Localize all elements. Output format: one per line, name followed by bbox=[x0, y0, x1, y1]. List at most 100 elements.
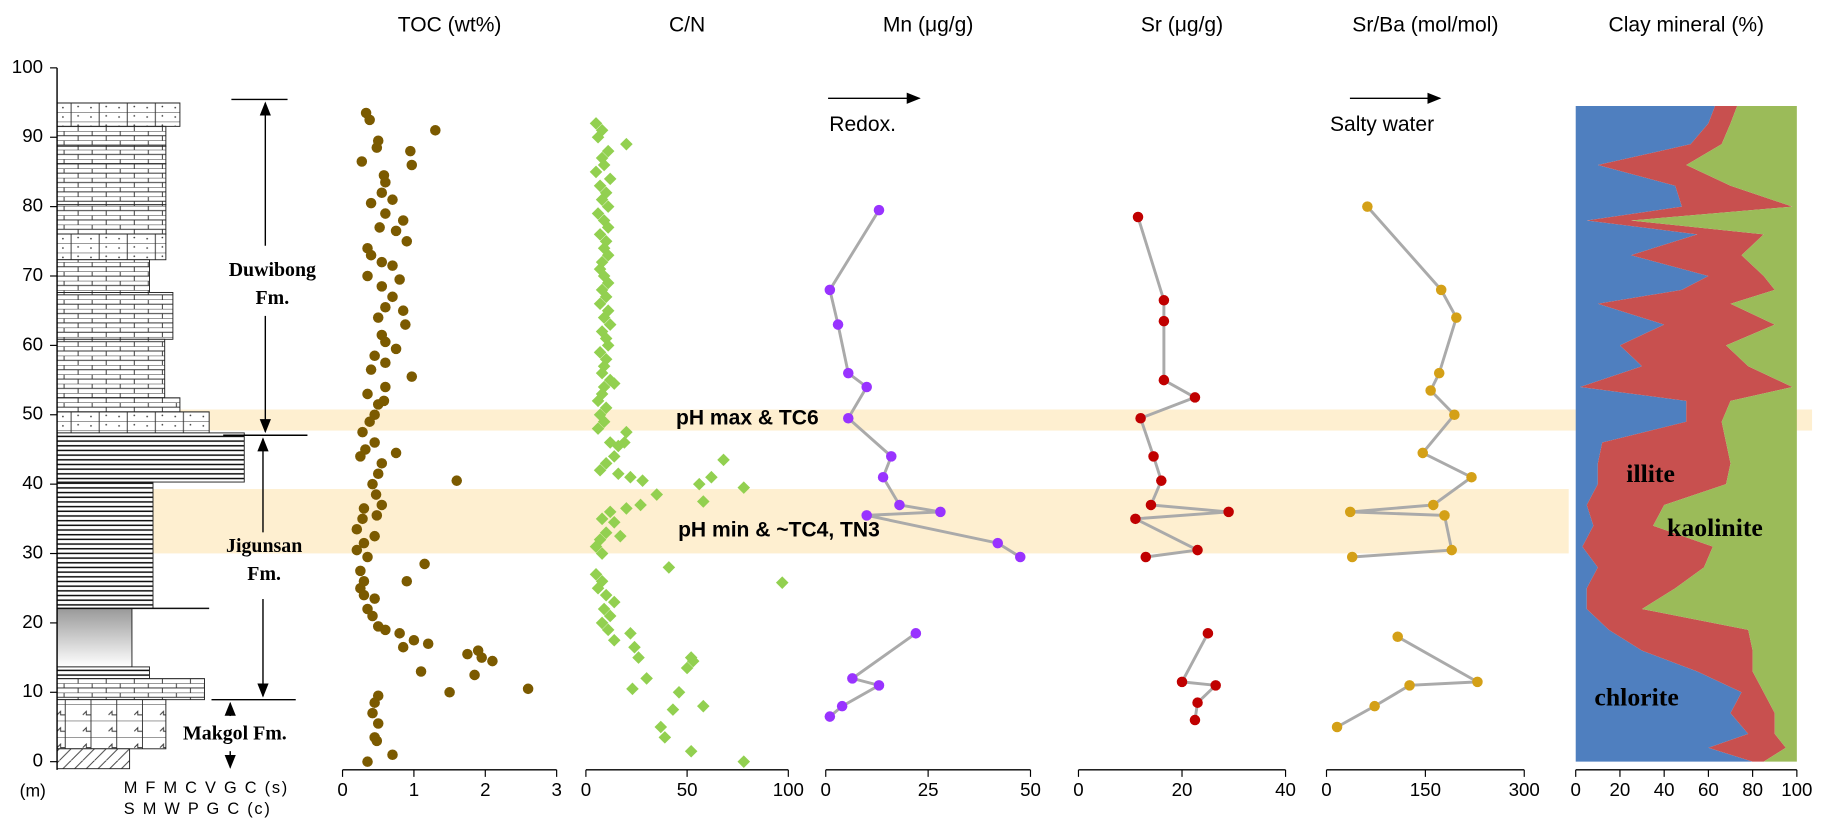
depth-tick-label: 70 bbox=[22, 264, 43, 285]
point bbox=[371, 735, 383, 747]
point bbox=[394, 628, 405, 639]
lithology-layer bbox=[56, 607, 133, 668]
point bbox=[369, 530, 380, 542]
point bbox=[843, 412, 854, 424]
point bbox=[365, 364, 377, 375]
point bbox=[843, 367, 854, 379]
lithology-layer bbox=[56, 259, 150, 293]
point bbox=[861, 510, 872, 521]
point bbox=[1466, 471, 1477, 483]
point bbox=[607, 516, 621, 529]
panel-title: Mn (μg/g) bbox=[883, 13, 973, 36]
point bbox=[415, 666, 427, 677]
point bbox=[1014, 551, 1026, 563]
point bbox=[397, 641, 409, 653]
point bbox=[1428, 499, 1439, 511]
x-tick-label: 300 bbox=[1509, 779, 1540, 800]
panel-title: Sr (μg/g) bbox=[1141, 13, 1223, 36]
point bbox=[376, 499, 388, 511]
lithology-column bbox=[56, 102, 245, 770]
point bbox=[1148, 451, 1159, 462]
point bbox=[1132, 211, 1144, 223]
point bbox=[591, 207, 605, 220]
mineral-label: kaolinite bbox=[1667, 513, 1763, 542]
formation-label: Duwibong bbox=[229, 259, 316, 281]
point bbox=[397, 215, 409, 226]
band-label: pH max & TC6 bbox=[676, 406, 819, 429]
point bbox=[654, 720, 668, 734]
point bbox=[832, 319, 844, 330]
highlight-band bbox=[153, 409, 1813, 431]
formation-label: Jigunsan bbox=[226, 535, 302, 557]
clay-area bbox=[1631, 106, 1797, 762]
point bbox=[910, 628, 922, 639]
point bbox=[469, 669, 480, 681]
point bbox=[601, 248, 615, 262]
point bbox=[686, 654, 700, 668]
profile-line bbox=[1130, 216, 1229, 721]
point bbox=[387, 749, 398, 760]
point bbox=[372, 718, 384, 729]
grain-size-scale: S M W P G C (c) bbox=[124, 800, 272, 818]
x-tick-label: 50 bbox=[677, 779, 698, 800]
point bbox=[599, 457, 613, 470]
point bbox=[591, 394, 605, 408]
point bbox=[680, 661, 694, 675]
point bbox=[1223, 506, 1234, 518]
point bbox=[372, 312, 384, 323]
point bbox=[444, 687, 455, 698]
point bbox=[394, 274, 405, 285]
lithology-layer bbox=[56, 748, 131, 770]
point bbox=[351, 544, 363, 556]
lithology-layer bbox=[56, 397, 181, 413]
point bbox=[593, 228, 607, 241]
point bbox=[628, 640, 641, 654]
point bbox=[369, 350, 380, 362]
point bbox=[351, 523, 363, 535]
point bbox=[476, 652, 487, 663]
lithology-layer bbox=[56, 432, 245, 483]
depth-tick-label: 40 bbox=[22, 472, 43, 493]
point bbox=[597, 602, 611, 616]
point bbox=[380, 357, 391, 368]
panel-title: C/N bbox=[669, 13, 705, 36]
lithology-layer bbox=[56, 481, 154, 609]
point bbox=[607, 633, 621, 647]
point bbox=[601, 144, 615, 158]
point bbox=[369, 437, 380, 448]
formation-label: Fm. bbox=[256, 287, 290, 309]
point bbox=[601, 276, 615, 290]
depth-tick-label: 60 bbox=[22, 333, 43, 354]
x-tick-label: 20 bbox=[1610, 779, 1631, 800]
point bbox=[376, 256, 388, 268]
point bbox=[365, 249, 377, 261]
panel-title: TOC (wt%) bbox=[398, 13, 502, 36]
point bbox=[355, 565, 366, 577]
point bbox=[601, 221, 615, 234]
point bbox=[824, 711, 836, 722]
depth-tick-label: 100 bbox=[12, 56, 43, 77]
point bbox=[1192, 697, 1203, 708]
point bbox=[362, 756, 373, 767]
point bbox=[380, 208, 391, 219]
point bbox=[1158, 315, 1170, 327]
x-tick-label: 0 bbox=[1571, 779, 1581, 800]
point bbox=[1451, 312, 1462, 323]
point bbox=[717, 453, 730, 467]
x-tick-label: 40 bbox=[1654, 779, 1675, 800]
depth-tick-label: 30 bbox=[22, 541, 43, 562]
point bbox=[401, 236, 413, 247]
point bbox=[597, 311, 611, 324]
x-tick-label: 0 bbox=[821, 779, 831, 800]
point bbox=[1449, 409, 1460, 421]
lithology-layer bbox=[56, 678, 205, 701]
point bbox=[589, 117, 603, 130]
depth-tick-label: 20 bbox=[22, 611, 43, 632]
lithology-layer bbox=[56, 411, 210, 434]
panel-title: Sr/Ba (mol/mol) bbox=[1352, 13, 1498, 36]
point bbox=[595, 547, 609, 560]
point bbox=[371, 510, 383, 521]
x-tick-label: 60 bbox=[1698, 779, 1719, 800]
point bbox=[1210, 680, 1221, 691]
